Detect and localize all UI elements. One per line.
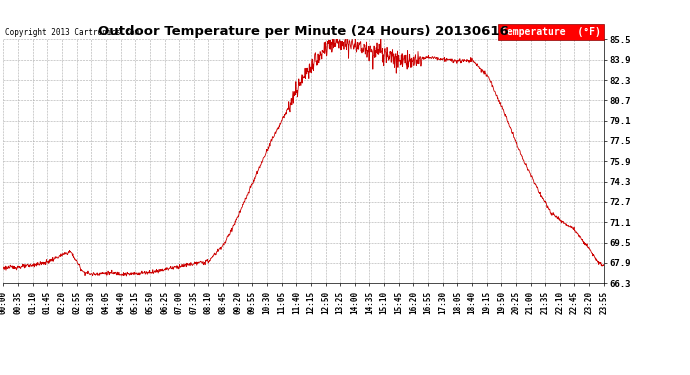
Title: Outdoor Temperature per Minute (24 Hours) 20130616: Outdoor Temperature per Minute (24 Hours… (98, 25, 509, 38)
Text: Temperature  (°F): Temperature (°F) (501, 27, 601, 37)
Text: Copyright 2013 Cartronics.com: Copyright 2013 Cartronics.com (5, 28, 139, 37)
